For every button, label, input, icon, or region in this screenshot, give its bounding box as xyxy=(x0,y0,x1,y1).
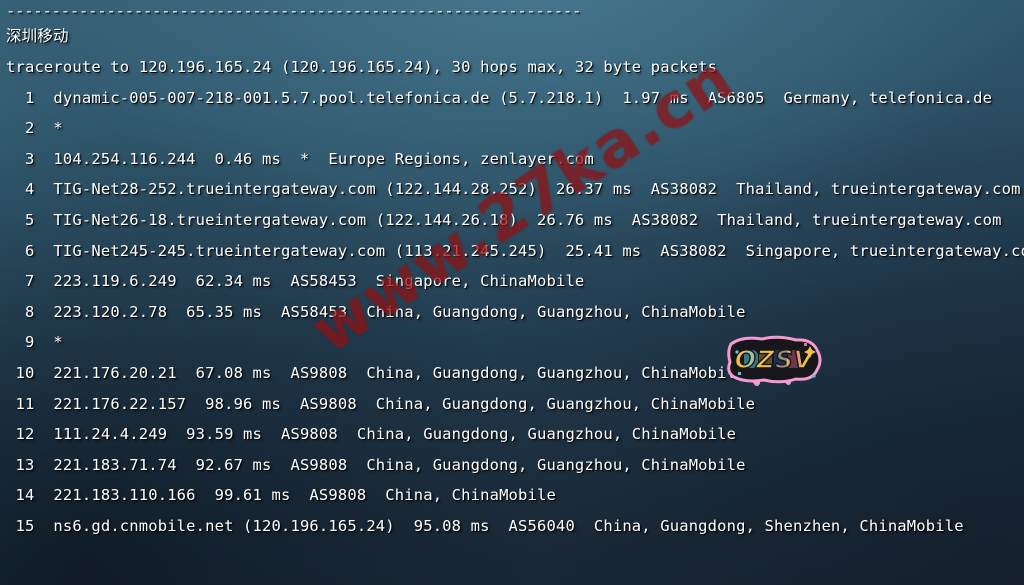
hop-separator xyxy=(34,211,53,229)
hop-number: 14 xyxy=(6,486,35,505)
hop-detail: TIG-Net26-18.trueintergateway.com (122.1… xyxy=(53,210,1002,229)
hop-detail: * xyxy=(53,119,63,138)
hop-row: 12 111.24.4.249 93.59 ms AS9808 China, G… xyxy=(6,419,1024,450)
hop-separator xyxy=(34,119,53,137)
hop-number: 13 xyxy=(6,455,35,474)
hop-detail: 221.176.22.157 98.96 ms AS9808 China, Gu… xyxy=(53,394,756,413)
hop-separator xyxy=(34,150,53,168)
hop-row: 6 TIG-Net245-245.trueintergateway.com (1… xyxy=(6,236,1024,267)
hop-separator xyxy=(34,180,53,198)
hop-separator xyxy=(34,425,53,443)
hop-separator xyxy=(34,395,53,413)
hop-separator xyxy=(34,456,53,474)
hop-detail: 104.254.116.244 0.46 ms * Europe Regions… xyxy=(53,149,594,168)
hop-row: 13 221.183.71.74 92.67 ms AS9808 China, … xyxy=(6,450,1024,481)
hop-row: 1 dynamic-005-007-218-001.5.7.pool.telef… xyxy=(6,83,1024,114)
hop-detail: 223.120.2.78 65.35 ms AS58453 China, Gua… xyxy=(53,302,746,321)
hop-row: 4 TIG-Net28-252.trueintergateway.com (12… xyxy=(6,174,1024,205)
hop-separator xyxy=(34,303,53,321)
hop-number: 1 xyxy=(6,88,35,107)
hop-detail: 223.119.6.249 62.34 ms AS58453 Singapore… xyxy=(53,272,585,291)
hop-row: 9 * xyxy=(6,327,1024,358)
traceroute-command-header: traceroute to 120.196.165.24 (120.196.16… xyxy=(6,58,718,76)
hop-detail: 111.24.4.249 93.59 ms AS9808 China, Guan… xyxy=(53,425,737,444)
hop-row: 3 104.254.116.244 0.46 ms * Europe Regio… xyxy=(6,144,1024,175)
hop-row: 8 223.120.2.78 65.35 ms AS58453 China, G… xyxy=(6,297,1024,328)
hop-number: 7 xyxy=(6,272,35,291)
traceroute-output: ----------------------------------------… xyxy=(6,2,1024,542)
hop-row: 7 223.119.6.249 62.34 ms AS58453 Singapo… xyxy=(6,266,1024,297)
hop-number: 10 xyxy=(6,363,35,382)
hop-separator xyxy=(34,486,53,504)
hop-number: 8 xyxy=(6,302,35,321)
hop-separator xyxy=(34,333,53,351)
hop-detail: dynamic-005-007-218-001.5.7.pool.telefon… xyxy=(53,88,993,107)
hop-number: 4 xyxy=(6,180,35,199)
hop-row: 2 * xyxy=(6,113,1024,144)
hop-separator xyxy=(34,272,53,290)
hop-separator xyxy=(34,364,53,382)
hop-detail: ns6.gd.cnmobile.net (120.196.165.24) 95.… xyxy=(53,516,964,535)
hop-number: 12 xyxy=(6,425,35,444)
hop-number: 15 xyxy=(6,516,35,535)
hop-row: 5 TIG-Net26-18.trueintergateway.com (122… xyxy=(6,205,1024,236)
separator-line: ----------------------------------------… xyxy=(6,2,582,20)
hop-detail: TIG-Net28-252.trueintergateway.com (122.… xyxy=(53,180,1021,199)
hop-number: 5 xyxy=(6,210,35,229)
hop-detail: 221.176.20.21 67.08 ms AS9808 China, Gua… xyxy=(53,363,746,382)
hop-separator xyxy=(34,89,53,107)
hop-number: 9 xyxy=(6,333,35,352)
svg-text:OZSV: OZSV xyxy=(735,345,815,374)
hop-detail: 221.183.110.166 99.61 ms AS9808 China, C… xyxy=(53,486,556,505)
hop-row: 15 ns6.gd.cnmobile.net (120.196.165.24) … xyxy=(6,511,1024,542)
hop-number: 2 xyxy=(6,119,35,138)
hop-detail: * xyxy=(53,333,63,352)
hop-number: 3 xyxy=(6,149,35,168)
hop-row: 11 221.176.22.157 98.96 ms AS9808 China,… xyxy=(6,389,1024,420)
hop-detail: TIG-Net245-245.trueintergateway.com (113… xyxy=(53,241,1024,260)
hop-number: 6 xyxy=(6,241,35,260)
provider-label: 深圳移动 xyxy=(6,27,69,45)
hop-row: 10 221.176.20.21 67.08 ms AS9808 China, … xyxy=(6,358,1024,389)
ozsv-sticker-icon: OZSV OZSV xyxy=(722,332,826,388)
hop-number: 11 xyxy=(6,394,35,413)
hop-row: 14 221.183.110.166 99.61 ms AS9808 China… xyxy=(6,480,1024,511)
hop-separator xyxy=(34,242,53,260)
hop-detail: 221.183.71.74 92.67 ms AS9808 China, Gua… xyxy=(53,455,746,474)
hop-separator xyxy=(34,517,53,535)
svg-text:OZSV: OZSV xyxy=(735,345,815,374)
